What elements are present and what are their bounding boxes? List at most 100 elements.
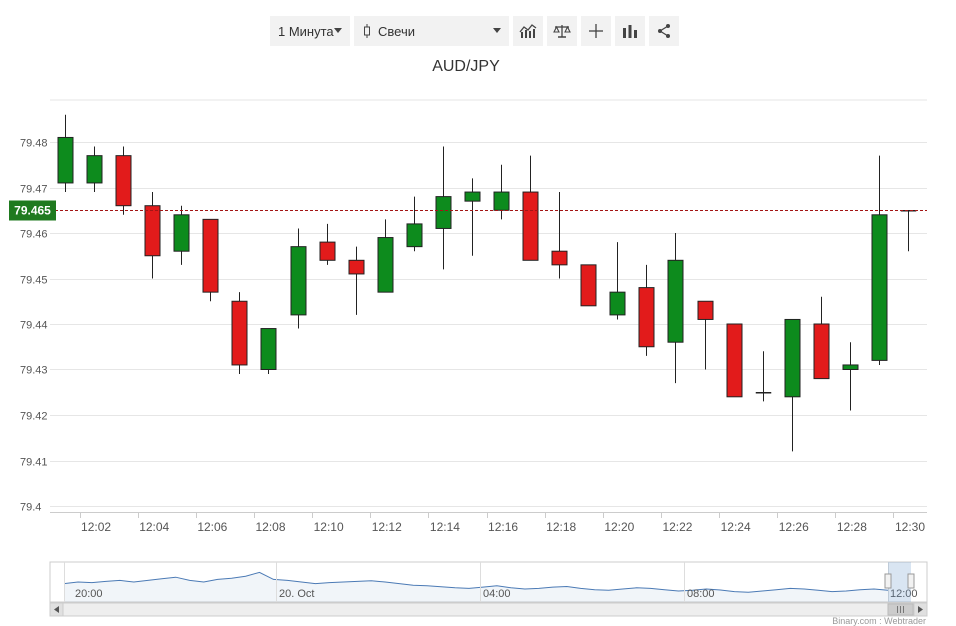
- y-tick-label: 79.4: [20, 502, 41, 514]
- timeframe-label: 1 Минута: [278, 23, 334, 39]
- candle: [755, 351, 772, 402]
- x-tick-label: 12:30: [895, 520, 925, 534]
- candle-body-down: [231, 300, 248, 366]
- candle-body-down: [319, 241, 336, 261]
- candle-body-up: [667, 259, 684, 343]
- navigator-time-label: 12:00: [890, 588, 918, 600]
- candle: [580, 264, 597, 307]
- x-tick-label: 12:28: [837, 520, 867, 534]
- x-tick-label: 12:04: [139, 520, 169, 534]
- x-tick-label: 12:08: [255, 520, 285, 534]
- candle-body-up: [86, 155, 103, 184]
- candle-body-up: [377, 237, 394, 293]
- candle-body-down: [144, 205, 161, 257]
- candle: [377, 219, 394, 293]
- candle: [522, 155, 539, 261]
- candle-body-up: [173, 214, 190, 252]
- navigator-handle[interactable]: [884, 573, 892, 589]
- x-tick-label: 12:06: [197, 520, 227, 534]
- candle-body-down: [726, 323, 743, 398]
- candles: [57, 114, 917, 452]
- candle-body-down: [522, 191, 539, 261]
- navigator-handle[interactable]: [907, 573, 915, 589]
- navigator-scrollbar-track: [49, 602, 928, 617]
- x-tick-label: 12:18: [546, 520, 576, 534]
- navigator-series-line: [63, 571, 889, 593]
- y-tick-label: 79.43: [20, 365, 48, 377]
- x-tick-label: 12:02: [81, 520, 111, 534]
- candle-body-up: [464, 191, 481, 202]
- y-tick-label: 79.46: [20, 229, 48, 241]
- candle-body-up: [290, 246, 307, 316]
- indicators-button[interactable]: [513, 16, 543, 46]
- candle-body-up: [842, 364, 859, 371]
- candle-body-up: [609, 291, 626, 316]
- navigator-time-label: 20:00: [75, 588, 103, 600]
- candle: [57, 114, 74, 193]
- candle-body-up: [493, 191, 510, 211]
- candle-body-down: [551, 250, 568, 266]
- x-tick-label: 12:10: [314, 520, 344, 534]
- candle: [260, 328, 277, 375]
- current-price-indicator: 79.465: [9, 200, 927, 221]
- candle-body-up: [871, 214, 888, 361]
- comparison-icon: [553, 25, 571, 38]
- navigator-time-label: 04:00: [483, 588, 511, 600]
- y-tick-label: 79.42: [20, 411, 48, 423]
- y-tick-label: 79.47: [20, 184, 48, 196]
- y-tick-label: 79.44: [20, 320, 48, 332]
- candle-body-down: [697, 300, 714, 320]
- candle: [842, 342, 859, 411]
- bar-chart-button[interactable]: [615, 16, 645, 46]
- y-axis: 79.48 79.47 79.46 79.45 79.44 79.43 79.42 79.41…: [20, 138, 48, 514]
- candle: [667, 233, 684, 384]
- crosshair-button[interactable]: [581, 16, 611, 46]
- candle: [493, 164, 510, 220]
- navigator-time-label: 08:00: [687, 588, 715, 600]
- chart-type-select[interactable]: Свечи: [354, 16, 509, 46]
- x-tick-label: 12:20: [604, 520, 634, 534]
- candle-body-up: [406, 223, 423, 248]
- candle: [871, 155, 888, 365]
- x-tick-label: 12:14: [430, 520, 460, 534]
- current-price-label-box: [9, 200, 56, 221]
- candle-body-up: [784, 318, 801, 398]
- x-tick-label: 12:12: [372, 520, 402, 534]
- candle: [726, 323, 743, 398]
- navigator[interactable]: 20:00 20. Oct 04:00 08:00 12:00: [49, 561, 928, 617]
- candle-body-down: [638, 287, 655, 348]
- grid-lines: [50, 99, 927, 507]
- candle-body-down: [202, 218, 219, 293]
- chart-title: AUD/JPY: [432, 58, 500, 75]
- candle-body-up: [260, 328, 277, 370]
- indicators-icon: [519, 24, 537, 38]
- chevron-left-icon: [54, 606, 59, 613]
- chevron-down-icon: [334, 28, 342, 33]
- candle: [609, 242, 626, 320]
- y-tick-label: 79.48: [20, 138, 48, 150]
- candle: [784, 318, 801, 452]
- crosshair-icon: [589, 24, 603, 38]
- candlestick-icon: [364, 24, 370, 38]
- candle: [290, 228, 307, 329]
- candle: [813, 296, 830, 380]
- candle: [348, 246, 365, 315]
- navigator-frame: [49, 561, 928, 603]
- candle-body-down: [115, 155, 132, 207]
- share-icon: [658, 24, 670, 38]
- candle-body-down: [580, 264, 597, 307]
- navigator-time-label: 20. Oct: [279, 588, 314, 600]
- x-tick-label: 12:24: [721, 520, 751, 534]
- comparison-button[interactable]: [547, 16, 577, 46]
- candle: [319, 223, 336, 265]
- candle: [435, 146, 452, 270]
- candle: [638, 264, 655, 356]
- navigator-area: [64, 572, 888, 602]
- timeframe-select[interactable]: 1 Минута: [270, 16, 350, 46]
- candle: [551, 192, 568, 279]
- share-button[interactable]: [649, 16, 679, 46]
- candle: [900, 210, 917, 252]
- candle: [406, 196, 423, 252]
- navigator-selection: [888, 562, 911, 602]
